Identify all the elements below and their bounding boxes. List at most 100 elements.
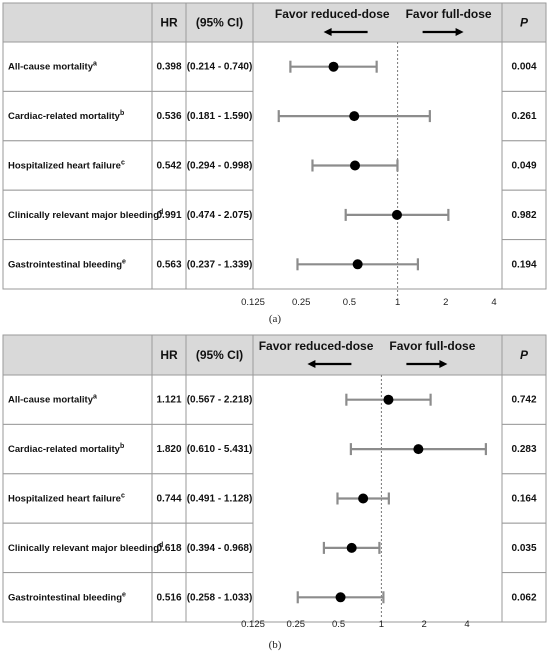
p-value: 0.194 <box>511 259 536 270</box>
hr-point <box>350 160 361 171</box>
x-tick-label: 0.25 <box>287 619 306 630</box>
row-p-cell <box>501 41 547 92</box>
hr-point <box>349 111 360 122</box>
header-hr: HR <box>160 348 178 362</box>
x-tick-label: 0.125 <box>241 297 265 308</box>
p-value: 0.164 <box>511 494 536 505</box>
ci-value: (0.181 - 1.590) <box>187 111 253 122</box>
hr-value: 0.542 <box>156 161 181 172</box>
ci-value: (0.610 - 5.431) <box>187 444 253 455</box>
ci-value: (0.491 - 1.128) <box>187 494 253 505</box>
p-value: 0.261 <box>511 111 536 122</box>
ci-value: (0.258 - 1.033) <box>187 592 253 603</box>
row-label: All-cause mortalitya <box>8 61 97 73</box>
row-left-cell <box>2 239 254 290</box>
row-label: Clinically relevant major bleedingd <box>8 542 163 554</box>
row-label-superscript: a <box>93 394 97 401</box>
hr-point <box>335 592 346 603</box>
row-label-superscript: b <box>120 110 124 117</box>
row-label: Cardiac-related mortalityb <box>8 443 124 455</box>
row-left-cell <box>2 140 254 191</box>
row-label-superscript: e <box>122 591 126 598</box>
p-value: 0.982 <box>511 210 536 221</box>
hr-value: 0.618 <box>156 543 181 554</box>
row-p-cell <box>501 374 547 425</box>
row-label: Gastrointestinal bleedinge <box>8 591 126 603</box>
favor-left-arrowhead <box>307 360 316 368</box>
row-left-cell <box>2 189 254 241</box>
header-row <box>2 334 547 376</box>
row-label-superscript: d <box>159 209 163 216</box>
hr-value: 0.516 <box>156 592 181 603</box>
x-tick-label: 1 <box>395 297 400 308</box>
forest-panel-a: HR (95% CI) P Favor reduced-dose Favor full-… <box>2 2 547 325</box>
x-tick-label: 1 <box>379 619 384 630</box>
row-left-cell <box>2 423 254 475</box>
x-tick-label: 0.25 <box>292 297 311 308</box>
ci-value: (0.237 - 1.339) <box>187 259 253 270</box>
header-p: P <box>520 16 529 30</box>
row-left-cell <box>2 41 254 92</box>
row-label: Clinically relevant major bleedingd <box>8 209 163 221</box>
row-p-cell <box>501 473 547 524</box>
header-row <box>2 2 547 43</box>
favor-left-arrowhead <box>323 28 332 36</box>
hr-point <box>383 394 394 405</box>
row-label: Hospitalized heart failurec <box>8 493 125 505</box>
x-tick-label: 4 <box>491 297 496 308</box>
row-label-superscript: d <box>159 542 163 549</box>
favor-left-label: Favor reduced-dose <box>259 339 374 353</box>
row-left-cell <box>2 90 254 142</box>
hr-value: 0.563 <box>156 259 181 270</box>
x-tick-label: 2 <box>443 297 448 308</box>
x-tick-label: 0.125 <box>241 619 265 630</box>
ci-value: (0.474 - 2.075) <box>187 210 253 221</box>
row-label-superscript: b <box>120 443 124 450</box>
ci-value: (0.567 - 2.218) <box>187 395 253 406</box>
row-label: Cardiac-related mortalityb <box>8 110 124 122</box>
header-ci: (95% CI) <box>196 348 243 362</box>
hr-value: 0.398 <box>156 62 181 73</box>
ci-value: (0.214 - 0.740) <box>187 62 253 73</box>
row-label: Gastrointestinal bleedinge <box>8 258 126 270</box>
hr-value: 0.991 <box>156 210 181 221</box>
hr-point <box>413 444 424 455</box>
hr-value: 0.744 <box>156 494 181 505</box>
row-label-superscript: e <box>122 258 126 265</box>
hr-value: 0.536 <box>156 111 181 122</box>
row-p-cell <box>501 239 547 290</box>
favor-right-arrowhead <box>439 360 448 368</box>
p-value: 0.035 <box>511 543 536 554</box>
hr-point <box>352 259 363 270</box>
header-hr: HR <box>160 16 178 30</box>
hr-point <box>358 493 369 504</box>
row-left-cell <box>2 473 254 524</box>
x-tick-label: 2 <box>422 619 427 630</box>
header-p: P <box>520 348 529 362</box>
p-value: 0.283 <box>511 444 536 455</box>
p-value: 0.004 <box>511 62 536 73</box>
plot-area-border <box>252 2 503 290</box>
row-label: All-cause mortalitya <box>8 394 97 406</box>
header-ci: (95% CI) <box>196 16 243 30</box>
favor-right-label: Favor full-dose <box>406 7 492 21</box>
ci-value: (0.294 - 0.998) <box>187 161 253 172</box>
p-value: 0.062 <box>511 592 536 603</box>
hr-value: 1.121 <box>156 395 181 406</box>
forest-panel-b: HR (95% CI) P Favor reduced-dose Favor full-… <box>2 334 547 651</box>
hr-value: 1.820 <box>156 444 181 455</box>
panel-caption: (a) <box>269 313 282 325</box>
p-value: 0.742 <box>511 395 536 406</box>
plot-area-border <box>252 334 503 623</box>
panel-caption: (b) <box>269 639 282 651</box>
hr-point <box>328 61 339 72</box>
x-tick-label: 0.5 <box>343 297 356 308</box>
row-label: Hospitalized heart failurec <box>8 160 125 172</box>
x-tick-label: 4 <box>464 619 469 630</box>
p-value: 0.049 <box>511 161 536 172</box>
ci-value: (0.394 - 0.968) <box>187 543 253 554</box>
hr-point <box>391 209 402 220</box>
favor-left-label: Favor reduced-dose <box>275 7 390 21</box>
row-label-superscript: c <box>121 160 125 167</box>
